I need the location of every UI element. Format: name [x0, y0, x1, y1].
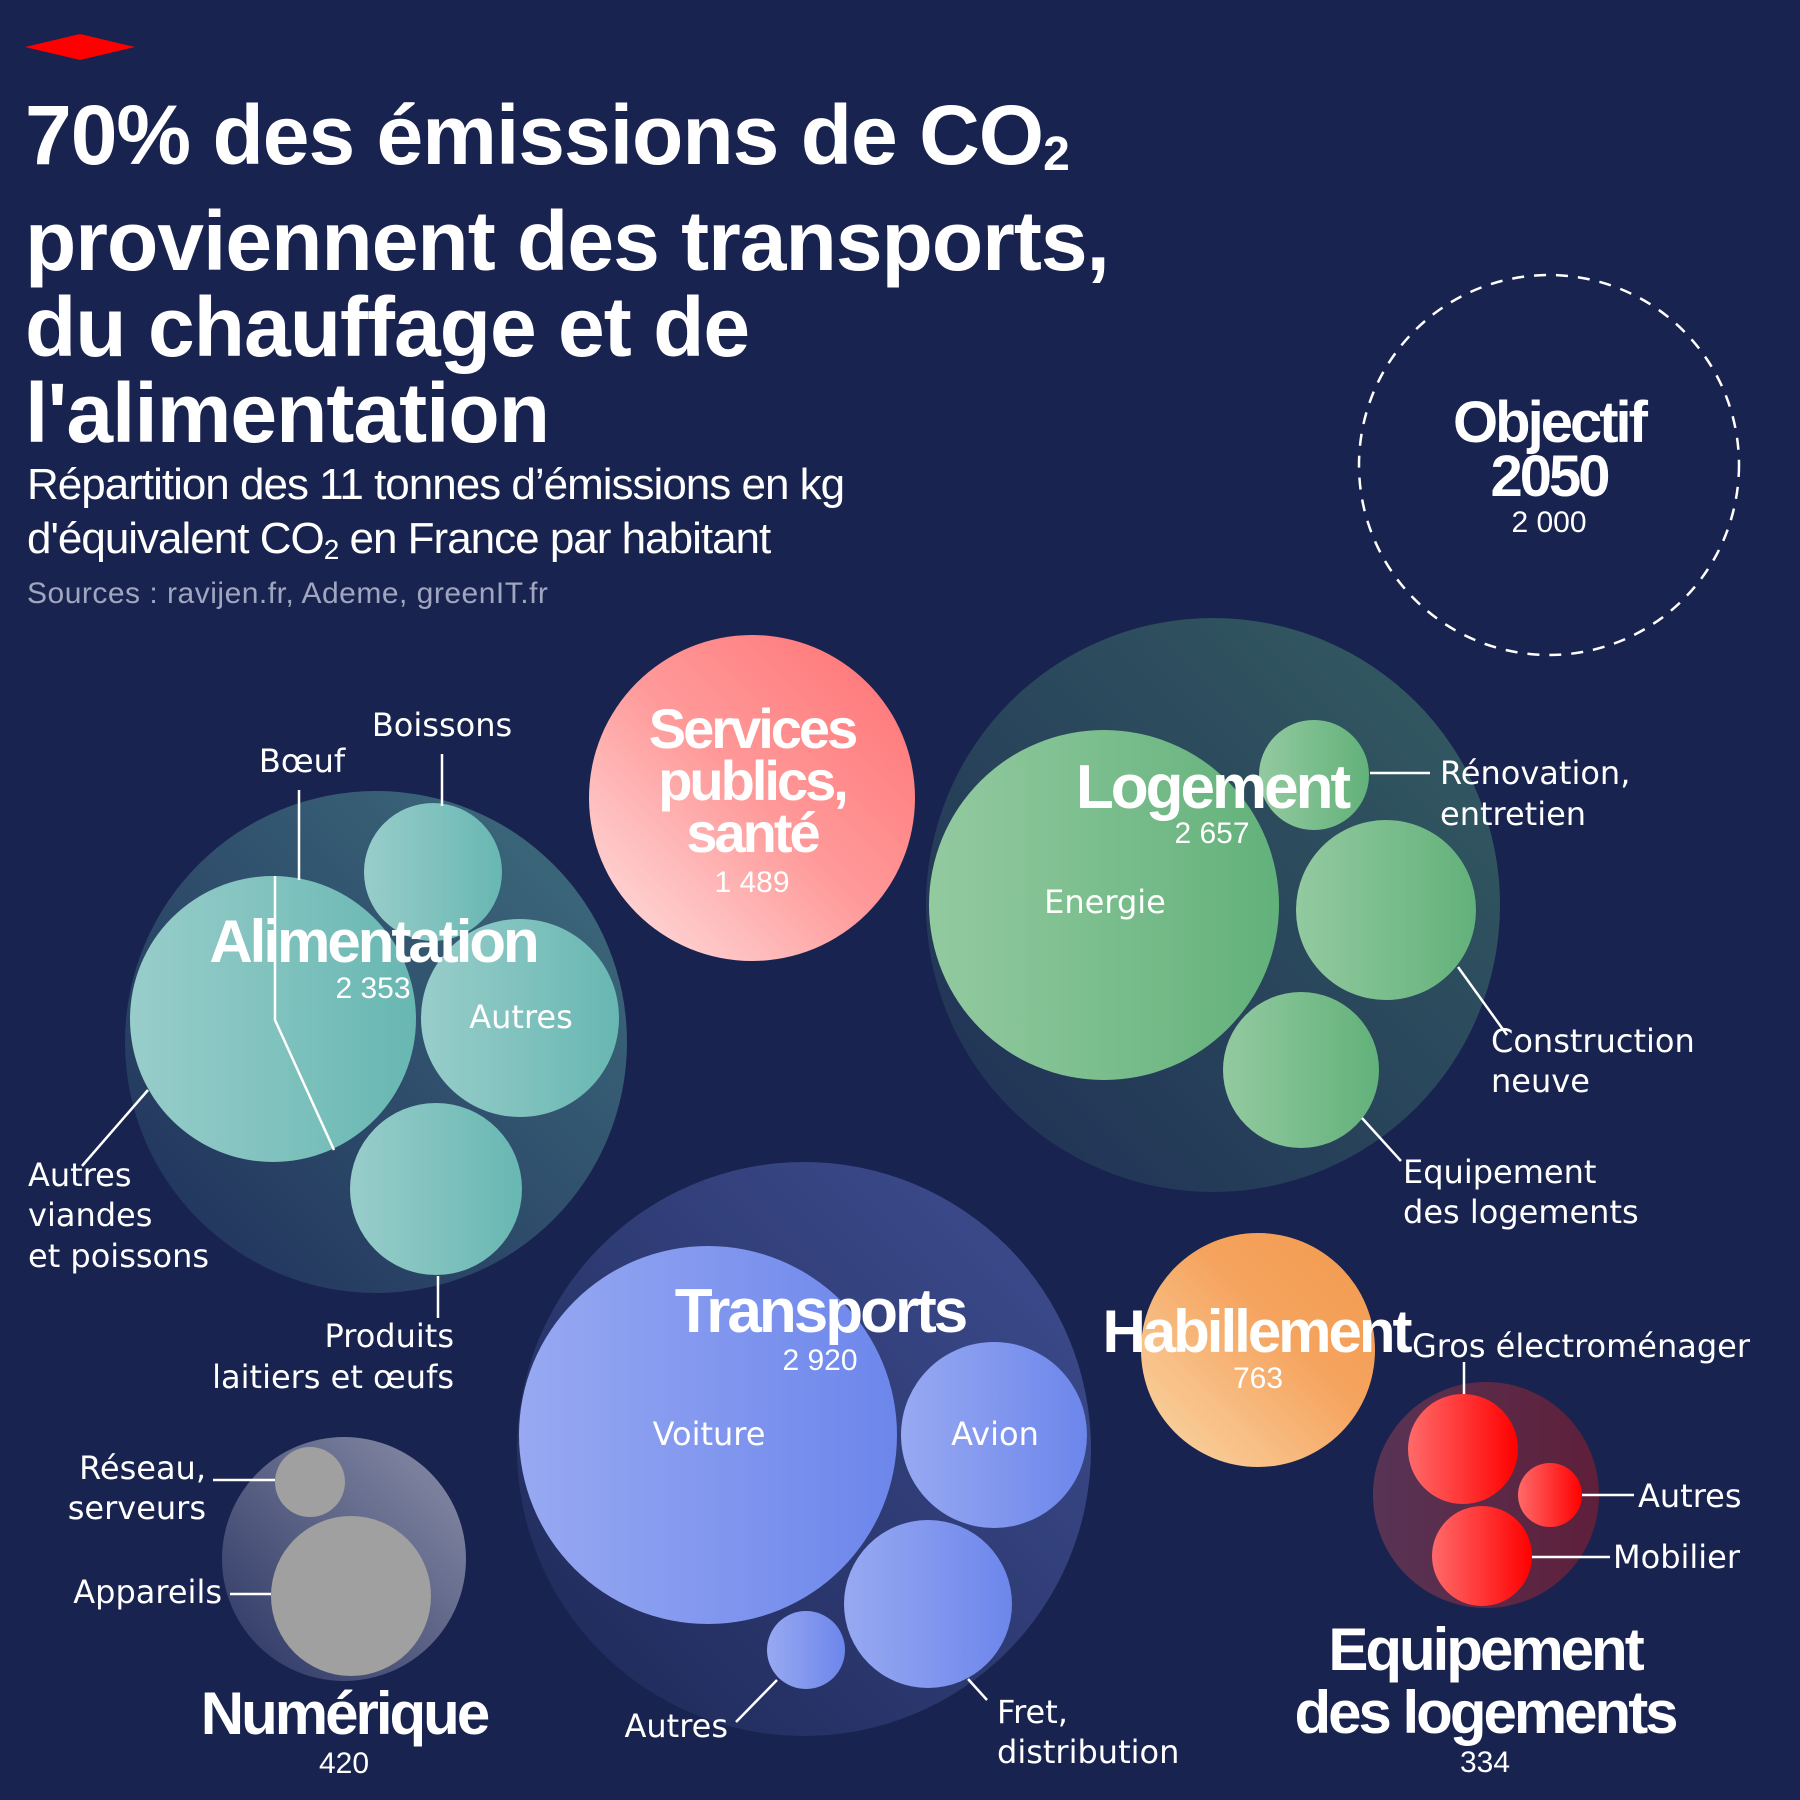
svg-text:2 353: 2 353	[335, 972, 410, 1005]
bubble-numerique: Réseau, serveurs Appareils Numérique 420	[68, 1437, 492, 1780]
svg-text:2050: 2050	[1490, 444, 1608, 509]
svg-text:Energie: Energie	[1044, 883, 1166, 921]
bubble-transports: Transports 2 920 Voiture Avion Autres Fr…	[517, 1162, 1179, 1771]
svg-text:Logement: Logement	[1076, 753, 1351, 822]
svg-text:Habillement: Habillement	[1102, 1298, 1412, 1365]
svg-text:Voiture: Voiture	[653, 1415, 766, 1453]
svg-text:Réseau,: Réseau,	[79, 1449, 206, 1487]
svg-text:entretien: entretien	[1440, 795, 1586, 833]
svg-text:Equipement: Equipement	[1328, 1616, 1644, 1683]
svg-text:Autres: Autres	[469, 998, 573, 1036]
subtitle: Répartition des 11 tonnes d’émissions en…	[27, 460, 845, 565]
bubble-alimentation: Alimentation 2 353 Autres Bœuf Boissons …	[28, 706, 627, 1396]
svg-text:334: 334	[1460, 1746, 1510, 1779]
svg-text:Gros électroménager: Gros électroménager	[1412, 1327, 1751, 1365]
bubble-equipement: Gros électroménager Autres Mobilier Equi…	[1294, 1327, 1750, 1779]
svg-text:santé: santé	[686, 801, 819, 864]
svg-text:Produits: Produits	[325, 1317, 454, 1355]
svg-text:Objectif: Objectif	[1453, 390, 1649, 455]
svg-text:Autres: Autres	[624, 1707, 728, 1745]
svg-text:Equipement: Equipement	[1403, 1153, 1596, 1191]
svg-text:2 000: 2 000	[1511, 506, 1586, 539]
svg-text:Services: Services	[649, 697, 856, 760]
svg-text:Fret,: Fret,	[997, 1693, 1068, 1731]
svg-text:Alimentation: Alimentation	[209, 908, 536, 975]
page-title: 70% des émissions de CO2 proviennent des …	[25, 88, 1110, 460]
svg-text:viandes: viandes	[28, 1196, 152, 1234]
svg-text:2 920: 2 920	[782, 1344, 857, 1377]
objective-2050-circle: Objectif 2050 2 000	[1357, 273, 1741, 657]
bubble-habillement: Habillement 763	[1102, 1233, 1416, 1467]
svg-text:distribution: distribution	[997, 1733, 1179, 1771]
svg-text:Transports: Transports	[675, 1277, 966, 1346]
svg-text:des logements: des logements	[1403, 1193, 1639, 1231]
svg-text:Bœuf: Bœuf	[259, 742, 346, 780]
svg-text:Appareils: Appareils	[73, 1573, 222, 1611]
svg-text:laitiers et œufs: laitiers et œufs	[212, 1358, 454, 1396]
svg-text:et poissons: et poissons	[28, 1237, 209, 1275]
svg-text:Numérique: Numérique	[201, 1680, 489, 1747]
svg-text:Rénovation,: Rénovation,	[1440, 754, 1630, 792]
svg-text:Avion: Avion	[951, 1415, 1039, 1453]
svg-text:763: 763	[1233, 1362, 1283, 1395]
logo-diamond-icon	[25, 34, 135, 60]
bubble-services: Services publics, santé 1 489	[589, 635, 915, 961]
svg-text:serveurs: serveurs	[68, 1489, 206, 1527]
svg-text:Autres: Autres	[28, 1156, 132, 1194]
svg-text:Boissons: Boissons	[372, 706, 512, 744]
svg-text:2 657: 2 657	[1174, 817, 1249, 850]
svg-text:Construction: Construction	[1491, 1022, 1695, 1060]
sources: Sources : ravijen.fr, Ademe, greenIT.fr	[27, 577, 549, 610]
svg-text:neuve: neuve	[1491, 1062, 1590, 1100]
bubble-logement: Logement 2 657 Energie Rénovation, entre…	[926, 618, 1695, 1231]
svg-text:Mobilier: Mobilier	[1613, 1538, 1741, 1576]
svg-text:1 489: 1 489	[714, 866, 789, 899]
svg-text:Autres: Autres	[1638, 1477, 1742, 1515]
svg-text:420: 420	[319, 1747, 369, 1780]
svg-text:des logements: des logements	[1294, 1679, 1676, 1746]
svg-text:publics,: publics,	[658, 749, 846, 812]
